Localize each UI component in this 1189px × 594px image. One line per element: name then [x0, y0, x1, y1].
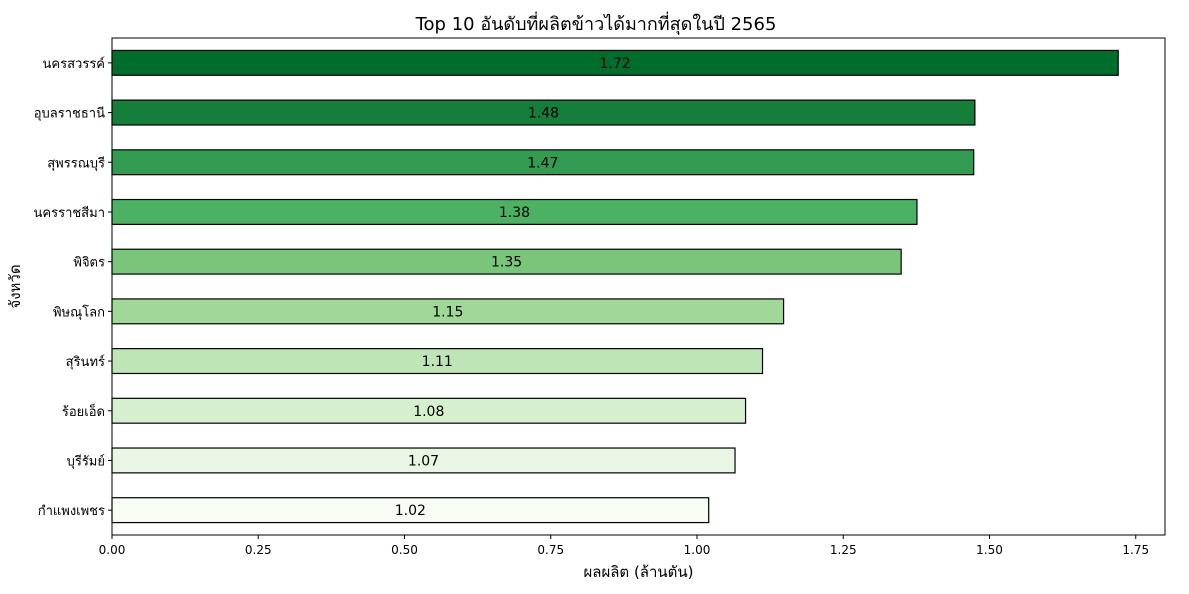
y-tick-label: นครราชสีมา: [34, 205, 105, 221]
data-label: 1.08: [413, 404, 444, 420]
y-axis-ticks: นครสวรรค์อุบลราชธานีสุพรรณบุรีนครราชสีมา…: [34, 56, 112, 519]
bar: [111, 348, 764, 375]
bar: [111, 149, 975, 176]
x-axis-ticks: 0.00 0.25 0.50 0.75 1.00 1.25 1.50 1.75: [99, 535, 1149, 557]
bar: [111, 248, 902, 275]
x-tick-label: 1.00: [684, 543, 711, 557]
plot-frame: [111, 37, 1166, 536]
bar: [111, 198, 918, 225]
y-tick-label: สุพรรณบุรี: [47, 155, 105, 171]
y-tick-label: อุบลราชธานี: [34, 106, 105, 122]
data-label: 1.15: [432, 304, 463, 320]
y-tick-label: ร้อยเอ็ด: [62, 402, 105, 420]
data-label: 1.02: [395, 503, 426, 519]
x-tick-label: 0.25: [245, 543, 272, 557]
bar: [111, 497, 710, 524]
data-label: 1.48: [528, 106, 559, 122]
y-tick-label: นครสวรรค์: [43, 56, 105, 72]
x-tick-label: 0.00: [99, 543, 126, 557]
data-label: 1.47: [527, 155, 558, 171]
x-tick-label: 0.75: [537, 543, 564, 557]
bar: [111, 99, 976, 126]
x-tick-label: 1.50: [976, 543, 1003, 557]
x-tick-label: 1.25: [830, 543, 857, 557]
data-label: 1.35: [491, 255, 522, 271]
y-tick-label: พิจิตร: [73, 256, 105, 271]
x-tick-label: 1.75: [1122, 543, 1149, 557]
y-tick-label: พิษณุโลก: [53, 304, 105, 320]
y-tick-label: สุรินทร์: [66, 354, 105, 370]
x-axis-label: ผลผลิต (ล้านตัน): [583, 563, 693, 581]
data-label: 1.07: [408, 453, 439, 469]
bars-group: 1.72 1.48 1.47 1.38 1.35 1.15 1.11 1.08 1.07 1.02: [111, 49, 1119, 524]
x-tick-label: 0.50: [391, 543, 418, 557]
chart-title: Top 10 อันดับที่ผลิตข้าวได้มากที่สุดในปี…: [415, 11, 777, 35]
y-axis-label: จังหวัด: [6, 264, 24, 308]
data-label: 1.38: [499, 205, 530, 221]
y-tick-label: กำแพงเพชร: [38, 504, 105, 519]
data-label: 1.11: [422, 354, 453, 370]
y-tick-label: บุรีรัมย์: [67, 453, 105, 469]
data-label: 1.72: [600, 56, 631, 72]
